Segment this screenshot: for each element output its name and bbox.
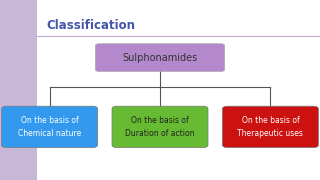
- Text: On the basis of
Chemical nature: On the basis of Chemical nature: [18, 116, 81, 138]
- Text: Classification: Classification: [46, 19, 135, 32]
- Text: On the basis of
Duration of action: On the basis of Duration of action: [125, 116, 195, 138]
- Bar: [37, 0, 320, 180]
- FancyBboxPatch shape: [2, 106, 98, 148]
- FancyBboxPatch shape: [222, 106, 318, 148]
- Text: On the basis of
Therapeutic uses: On the basis of Therapeutic uses: [237, 116, 303, 138]
- Text: Sulphonamides: Sulphonamides: [122, 53, 198, 63]
- FancyBboxPatch shape: [95, 44, 225, 71]
- FancyBboxPatch shape: [112, 106, 208, 148]
